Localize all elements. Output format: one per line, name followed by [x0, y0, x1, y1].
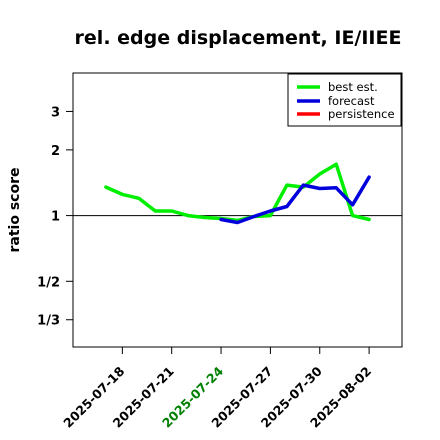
series-group — [104, 162, 371, 225]
plot-area — [72, 72, 403, 348]
y-tick-label: 2 — [51, 144, 60, 159]
legend-label-best-est: best est. — [328, 80, 378, 94]
legend-label-forecast: forecast — [328, 94, 375, 108]
y-tick-label: 1 — [51, 210, 60, 225]
legend: best est. forecast persistence — [287, 73, 402, 127]
y-tick-label: 1/3 — [37, 314, 60, 329]
chart-title: rel. edge displacement, IE/IIEE — [75, 27, 402, 49]
legend-label-persistence: persistence — [328, 107, 395, 121]
y-tick-label: 1/2 — [37, 275, 60, 290]
x-axis: 2025-07-182025-07-212025-07-242025-07-27… — [60, 347, 374, 431]
y-axis-label: ratio score — [7, 168, 23, 253]
series-line-forecast — [219, 175, 371, 225]
y-tick-label: 3 — [51, 105, 60, 120]
series-line-best-est — [104, 162, 371, 223]
y-axis: 3 2 1 1/2 1/3 — [37, 105, 73, 329]
